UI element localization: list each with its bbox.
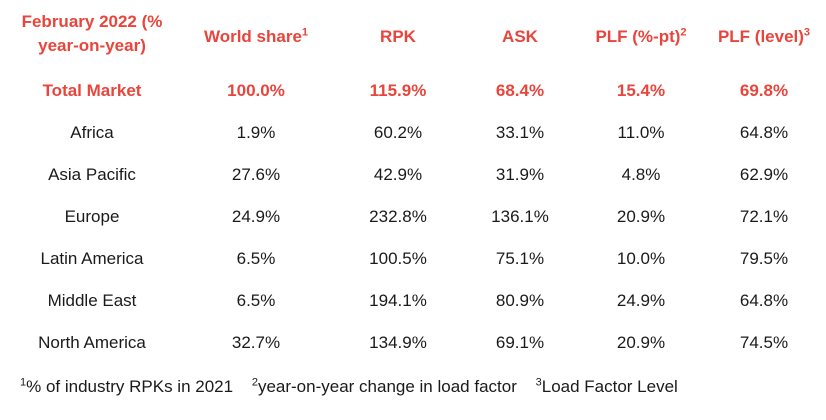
plf-level-cell: 69.8% bbox=[739, 81, 789, 100]
footnote-2: 2year-on-year change in load factor bbox=[252, 377, 517, 396]
region-cell: Europe bbox=[64, 207, 120, 226]
rpk-cell: 134.9% bbox=[369, 333, 427, 352]
world-share-cell: 6.5% bbox=[236, 249, 276, 268]
header-ask: ASK bbox=[502, 27, 538, 46]
region-cell: Latin America bbox=[40, 249, 144, 268]
table-row: Middle East 6.5% 194.1% 80.9% 24.9% 64.8… bbox=[0, 291, 826, 331]
world-share-cell: 24.9% bbox=[231, 207, 281, 226]
header-plf-pt-sup: 2 bbox=[680, 26, 687, 39]
header-plf-pt: PLF (%-pt)2 bbox=[566, 27, 716, 47]
footnote-1-sup: 1 bbox=[20, 376, 27, 389]
total-market-row: Total Market 100.0% 115.9% 68.4% 15.4% 6… bbox=[0, 81, 826, 121]
plf-level-cell: 74.5% bbox=[739, 333, 789, 352]
rpk-cell: 100.5% bbox=[369, 249, 427, 268]
table-row: Africa 1.9% 60.2% 33.1% 11.0% 64.8% bbox=[0, 123, 826, 163]
plf-level-cell: 79.5% bbox=[739, 249, 789, 268]
plf-level-cell: 64.8% bbox=[739, 291, 789, 310]
footnote-1-text: % of industry RPKs in 2021 bbox=[26, 377, 234, 396]
header-row: February 2022 (% year-on-year) World sha… bbox=[0, 10, 826, 55]
footnote-2-text: year-on-year change in load factor bbox=[257, 377, 517, 396]
header-period: February 2022 (% year-on-year) bbox=[6, 10, 178, 58]
header-world-share-label: World share bbox=[203, 27, 302, 46]
footnote-3-text: Load Factor Level bbox=[541, 377, 678, 396]
ask-cell: 80.9% bbox=[495, 291, 545, 310]
world-share-cell: 32.7% bbox=[231, 333, 281, 352]
plf-level-cell: 64.8% bbox=[739, 123, 789, 142]
region-cell: Middle East bbox=[47, 291, 137, 310]
header-plf-level: PLF (level)3 bbox=[694, 27, 826, 47]
footnote-3-sup: 3 bbox=[535, 376, 542, 389]
world-share-cell: 27.6% bbox=[231, 165, 281, 184]
footnotes: 1% of industry RPKs in 2021 2year-on-yea… bbox=[20, 377, 692, 397]
rpk-cell: 115.9% bbox=[369, 81, 427, 100]
ask-cell: 68.4% bbox=[495, 81, 545, 100]
header-plf-level-label: PLF (level) bbox=[717, 27, 804, 46]
rpk-cell: 232.8% bbox=[369, 207, 427, 226]
header-period-line1: February 2022 (% bbox=[21, 12, 163, 31]
footnote-3: 3Load Factor Level bbox=[536, 377, 678, 396]
world-share-cell: 6.5% bbox=[236, 291, 276, 310]
header-plf-level-sup: 3 bbox=[803, 26, 811, 39]
ask-cell: 31.9% bbox=[495, 165, 545, 184]
plf-pt-cell: 20.9% bbox=[616, 207, 666, 226]
footnote-2-sup: 2 bbox=[251, 376, 258, 389]
region-cell: Asia Pacific bbox=[48, 165, 136, 184]
table-row: Europe 24.9% 232.8% 136.1% 20.9% 72.1% bbox=[0, 207, 826, 247]
ask-cell: 33.1% bbox=[495, 123, 545, 142]
ask-cell: 69.1% bbox=[495, 333, 545, 352]
region-cell: Africa bbox=[70, 123, 114, 142]
plf-pt-cell: 24.9% bbox=[616, 291, 666, 310]
plf-pt-cell: 11.0% bbox=[617, 123, 665, 142]
header-rpk: RPK bbox=[380, 27, 416, 46]
table-row: Asia Pacific 27.6% 42.9% 31.9% 4.8% 62.9… bbox=[0, 165, 826, 205]
region-cell: North America bbox=[38, 333, 146, 352]
rpk-cell: 194.1% bbox=[369, 291, 427, 310]
plf-pt-cell: 10.0% bbox=[616, 249, 666, 268]
plf-pt-cell: 20.9% bbox=[616, 333, 666, 352]
table-row: North America 32.7% 134.9% 69.1% 20.9% 7… bbox=[0, 333, 826, 373]
header-world-share-sup: 1 bbox=[301, 26, 309, 39]
rpk-cell: 42.9% bbox=[373, 165, 423, 184]
header-world-share: World share1 bbox=[186, 27, 326, 47]
plf-pt-cell: 4.8% bbox=[621, 165, 661, 184]
ask-cell: 136.1% bbox=[491, 207, 549, 226]
header-period-line2: year-on-year) bbox=[38, 36, 146, 55]
rpk-cell: 60.2% bbox=[373, 123, 423, 142]
footnote-1: 1% of industry RPKs in 2021 bbox=[20, 377, 233, 396]
world-share-cell: 1.9% bbox=[236, 123, 276, 142]
ask-cell: 75.1% bbox=[495, 249, 545, 268]
world-share-cell: 100.0% bbox=[227, 81, 285, 100]
plf-pt-cell: 15.4% bbox=[616, 81, 666, 100]
plf-level-cell: 62.9% bbox=[739, 165, 789, 184]
table-row: Latin America 6.5% 100.5% 75.1% 10.0% 79… bbox=[0, 249, 826, 289]
plf-level-cell: 72.1% bbox=[739, 207, 789, 226]
region-cell: Total Market bbox=[42, 81, 142, 100]
header-plf-pt-label: PLF (%-pt) bbox=[595, 27, 681, 46]
